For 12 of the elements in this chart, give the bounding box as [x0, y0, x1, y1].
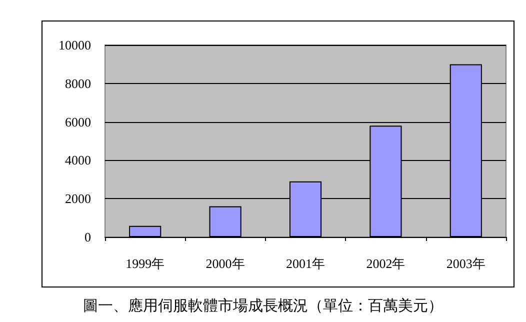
y-tick-label: 4000 [65, 152, 91, 168]
x-tick-label: 2000年 [206, 256, 245, 271]
x-tick-label: 1999年 [126, 256, 165, 271]
x-tick-label: 2002年 [366, 256, 406, 271]
y-tick-label: 0 [84, 230, 91, 244]
x-tick-label: 2001年 [286, 256, 325, 271]
x-tick-label: 2003年 [446, 256, 486, 271]
y-tick-label: 8000 [65, 76, 91, 91]
y-tick-label: 6000 [65, 114, 91, 130]
y-tick-label: 10000 [58, 38, 91, 52]
y-tick-label: 2000 [65, 191, 91, 206]
text: 圖一、應用伺服軟體市場成長概況（單位：百萬美元） [83, 296, 443, 314]
